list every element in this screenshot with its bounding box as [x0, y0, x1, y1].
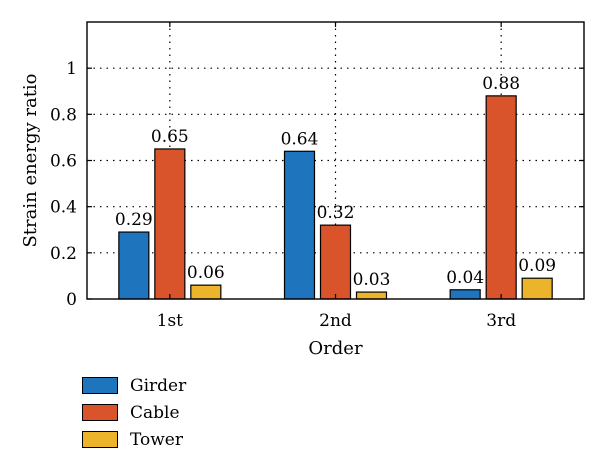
y-tick-label: 0.4 [50, 198, 77, 218]
data-label: 0.32 [317, 203, 355, 223]
data-label: 0.29 [115, 210, 153, 230]
bar-chart: 0.29 0.65 0.06 0.64 0.32 0.03 0.04 0.88 0.09 0 0.… [20, 21, 585, 359]
legend-item-cable: Cable [82, 399, 186, 426]
axes: 0 0.2 0.4 0.6 0.8 1 1st 2nd 3rd [50, 21, 585, 331]
y-axis-title: Strain energy ratio [20, 73, 41, 247]
legend-item-tower: Tower [82, 426, 186, 453]
data-label: 0.03 [353, 270, 391, 290]
x-axis-title: Order [308, 338, 363, 359]
legend-item-girder: Girder [82, 372, 186, 399]
bar-girder [118, 231, 150, 300]
legend-swatch-girder [82, 377, 118, 394]
bar-cable [154, 148, 186, 300]
data-label: 0.64 [281, 129, 319, 149]
data-label: 0.88 [482, 74, 520, 94]
plot-frame [86, 21, 585, 300]
legend-label-cable: Cable [130, 402, 180, 423]
y-tick-label: 0.2 [50, 244, 77, 264]
data-label: 0.09 [518, 256, 556, 276]
bar-girder [449, 289, 481, 300]
data-label: 0.06 [187, 263, 225, 283]
legend-swatch-tower [82, 431, 118, 448]
legend-label-girder: Girder [130, 375, 187, 396]
legend-label-tower: Tower [130, 429, 183, 450]
y-tick-label: 0.8 [50, 105, 77, 125]
data-label: 0.65 [151, 127, 189, 147]
bar-tower [521, 277, 553, 300]
bar-girder [283, 150, 316, 300]
legend-swatch-cable [82, 404, 118, 421]
x-tick-label: 2nd [319, 311, 352, 331]
legend: Girder Cable Tower [82, 372, 186, 453]
y-tick-label: 0 [66, 290, 77, 310]
x-tick-label: 3rd [486, 311, 516, 331]
bar-cable [485, 95, 517, 300]
y-tick-label: 0.6 [50, 152, 77, 172]
data-labels: 0.29 0.65 0.06 0.64 0.32 0.03 0.04 0.88 0.09 [115, 74, 556, 290]
bar-cable [319, 224, 352, 300]
y-tick-label: 1 [66, 59, 77, 79]
x-tick-label: 1st [157, 311, 184, 331]
bar-tower [190, 284, 222, 300]
data-label: 0.04 [446, 268, 484, 288]
bar-tower [355, 291, 388, 300]
